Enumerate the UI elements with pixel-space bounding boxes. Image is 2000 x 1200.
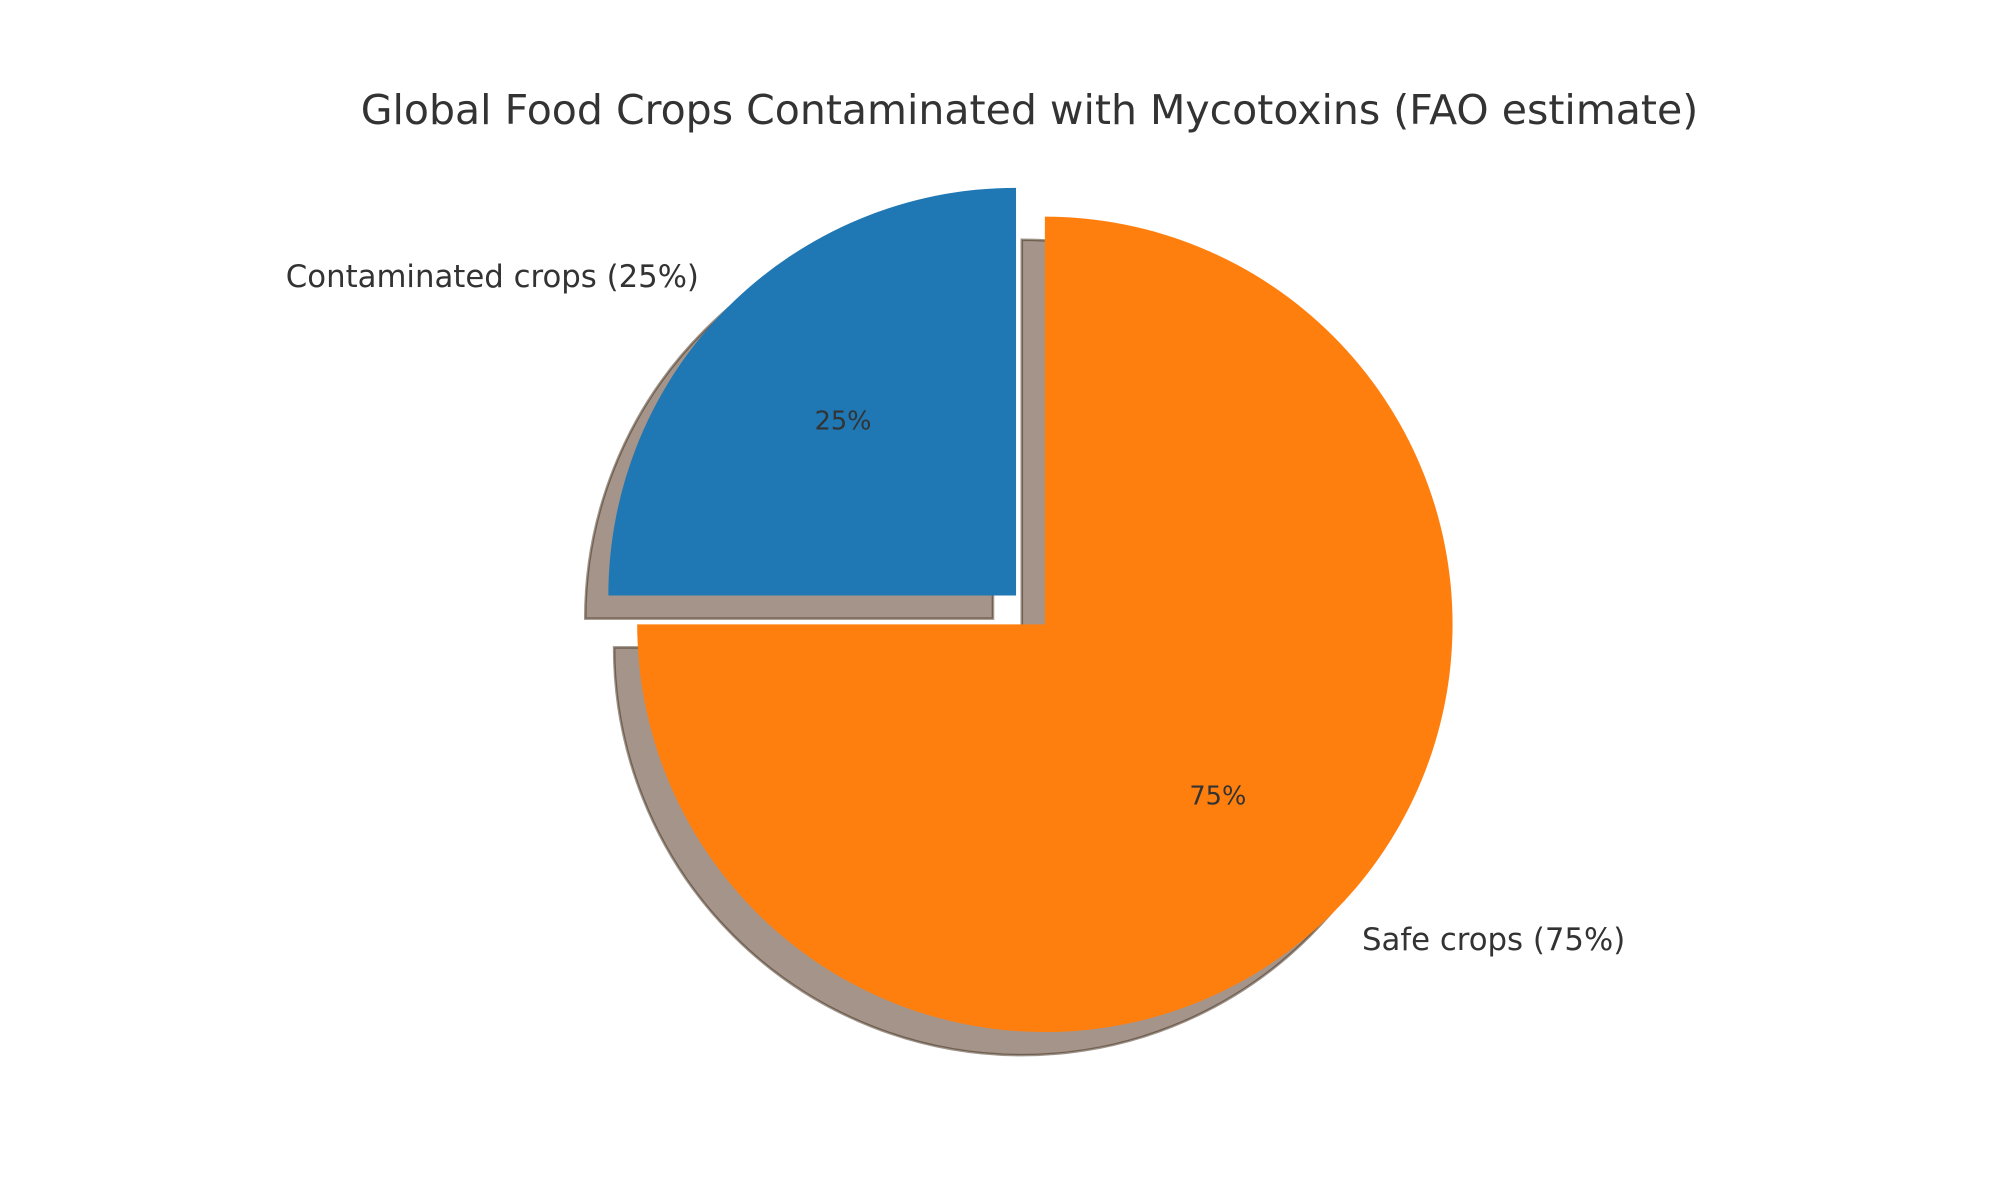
slice-label: Contaminated crops (25%)	[286, 259, 699, 295]
value-label: 25%	[815, 407, 872, 437]
slice	[637, 216, 1453, 1033]
chart-title: Global Food Crops Contaminated with Myco…	[361, 86, 1699, 134]
slice-label: Safe crops (75%)	[1362, 922, 1625, 958]
label-layer: Contaminated crops (25%) 25% Safe crops (7…	[286, 259, 1625, 958]
slice-layer	[608, 187, 1453, 1033]
slice	[608, 187, 1017, 596]
value-label: 75%	[1189, 781, 1246, 811]
